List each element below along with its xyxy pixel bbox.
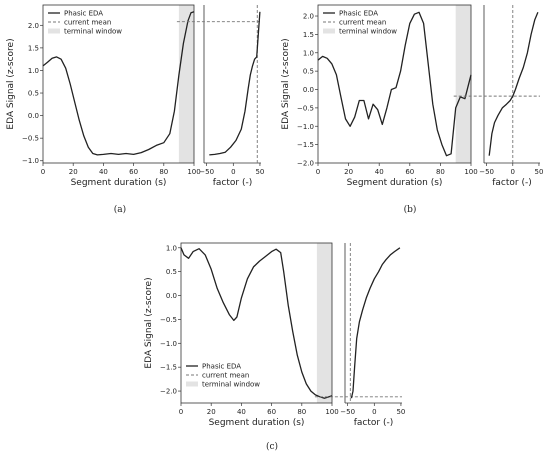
chart3-main-axes [180, 242, 333, 404]
chart2-phasic-eda-line [317, 11, 472, 157]
chart1-ytick-label: −1.0 [22, 157, 39, 165]
chart1-phasic-eda-line [42, 11, 195, 156]
chart2-xtick-label: 60 [405, 168, 414, 176]
chart3-xtick-label: 40 [237, 408, 246, 416]
chart3-ytick-label: 0.0 [166, 292, 177, 300]
chart2-ytick-label: 0.0 [303, 86, 314, 94]
chart1-ylabel: EDA Signal (z-score) [6, 38, 16, 129]
chart1-legend-window-label: terminal window [64, 28, 122, 36]
chart3-factor-curve [350, 247, 401, 399]
chart2-legend-phasic-label: Phasic EDA [339, 10, 378, 18]
chart2-ytick-label: 1.0 [303, 49, 314, 57]
chart1-legend-window-swatch [48, 28, 60, 34]
chart3-xtick-label: 100 [325, 408, 338, 416]
chart2-ytick-label: −2.0 [297, 160, 314, 168]
chart3-factor-xtick-label: 0 [372, 408, 376, 416]
chart3-ytick-label: −1.5 [160, 364, 177, 372]
chart2-xtick-label: 40 [375, 168, 384, 176]
chart3-phasic-eda-line [180, 247, 333, 399]
chart3-legend-mean-label: current mean [202, 372, 249, 380]
chart1-factor-xtick-label: −50 [199, 168, 214, 176]
chart3-xlabel: Segment duration (s) [209, 418, 305, 428]
chart3-factor-xtick-label: −50 [340, 408, 355, 416]
chart3-legend-window-label: terminal window [202, 381, 260, 389]
chart1-xtick-label: 60 [129, 168, 138, 176]
chart2-caption: (b) [404, 204, 417, 215]
chart3-ytick-label: 0.5 [166, 268, 177, 276]
chart1-caption: (a) [114, 204, 126, 215]
chart1-xtick-label: 20 [69, 168, 78, 176]
chart2-ytick-label: −1.5 [297, 141, 314, 149]
chart2-ytick-label: 2.0 [303, 13, 314, 21]
chart1-ytick-label: 0.0 [28, 112, 39, 120]
chart1-factor-xlabel: factor (-) [213, 178, 253, 188]
chart3-ytick-label: −0.5 [160, 316, 177, 324]
chart3-legend-phasic-label: Phasic EDA [202, 363, 241, 371]
chart3-xtick-label: 60 [267, 408, 276, 416]
chart1-main-axes [42, 4, 195, 164]
chart1-ytick-label: 1.5 [28, 44, 39, 52]
chart2-xtick-label: 80 [436, 168, 445, 176]
chart3-caption: (c) [266, 441, 278, 452]
chart2-factor-curve [488, 12, 539, 156]
chart1-xtick-label: 80 [159, 168, 168, 176]
chart2-terminal-window-band [455, 5, 471, 163]
chart1-legend-mean-label: current mean [64, 19, 111, 27]
chart2-xtick-label: 0 [316, 168, 320, 176]
chart2-factor-xtick-label: 0 [511, 168, 515, 176]
chart1-ytick-label: 2.0 [28, 22, 39, 30]
chart1-ytick-label: 0.5 [28, 90, 39, 98]
chart2-xtick-label: 100 [464, 168, 477, 176]
chart3-xtick-label: 20 [207, 408, 216, 416]
chart3-ytick-label: 1.0 [166, 244, 177, 252]
chart2-ylabel: EDA Signal (z-score) [281, 38, 291, 129]
chart3-ylabel: EDA Signal (z-score) [144, 277, 154, 368]
chart1-xlabel: Segment duration (s) [71, 178, 167, 188]
chart2-ytick-label: −1.0 [297, 123, 314, 131]
chart1-factor-xtick-label: 50 [255, 168, 264, 176]
chart1-xtick-label: 0 [41, 168, 45, 176]
chart2-xtick-label: 20 [344, 168, 353, 176]
chart1-factor-xtick-label: 0 [231, 168, 235, 176]
chart1-legend-phasic-label: Phasic EDA [64, 10, 103, 18]
chart3-ytick-label: −2.0 [160, 388, 177, 396]
chart2-factor-xtick-label: 50 [534, 168, 543, 176]
chart3-xtick-label: 0 [179, 408, 183, 416]
chart3-legend-window-swatch [186, 381, 198, 387]
chart2-factor-xtick-label: −50 [479, 168, 494, 176]
chart3-xtick-label: 80 [297, 408, 306, 416]
chart2-ytick-label: 0.5 [303, 68, 314, 76]
chart2-legend-window-swatch [323, 28, 335, 34]
chart2-legend-window-label: terminal window [339, 28, 397, 36]
chart1-xtick-label: 100 [187, 168, 200, 176]
chart2-legend-mean-label: current mean [339, 19, 386, 27]
chart3-factor-xtick-label: 50 [396, 408, 405, 416]
chart1-factor-curve [209, 11, 261, 156]
chart3-ytick-label: −1.0 [160, 340, 177, 348]
chart2-ytick-label: −0.5 [297, 104, 314, 112]
chart2-ytick-label: 1.5 [303, 31, 314, 39]
chart2-xlabel: Segment duration (s) [347, 178, 443, 188]
chart1-ytick-label: −0.5 [22, 135, 39, 143]
chart3-factor-xlabel: factor (-) [354, 418, 394, 428]
chart1-ytick-label: 1.0 [28, 67, 39, 75]
chart2-factor-xlabel: factor (-) [492, 178, 532, 188]
chart3-terminal-window-band [316, 243, 332, 403]
chart1-xtick-label: 40 [99, 168, 108, 176]
chart2-main-axes [317, 4, 472, 164]
